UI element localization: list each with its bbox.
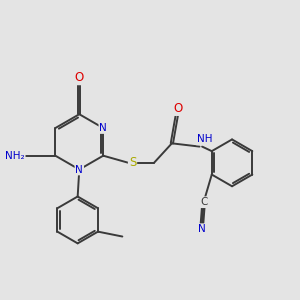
- Text: S: S: [129, 156, 136, 169]
- Text: C: C: [200, 197, 207, 207]
- Text: N: N: [75, 164, 83, 175]
- Text: O: O: [75, 71, 84, 84]
- Text: NH: NH: [196, 134, 212, 144]
- Text: N: N: [198, 224, 206, 234]
- Text: NH₂: NH₂: [5, 151, 25, 161]
- Text: N: N: [99, 123, 107, 133]
- Text: O: O: [174, 102, 183, 115]
